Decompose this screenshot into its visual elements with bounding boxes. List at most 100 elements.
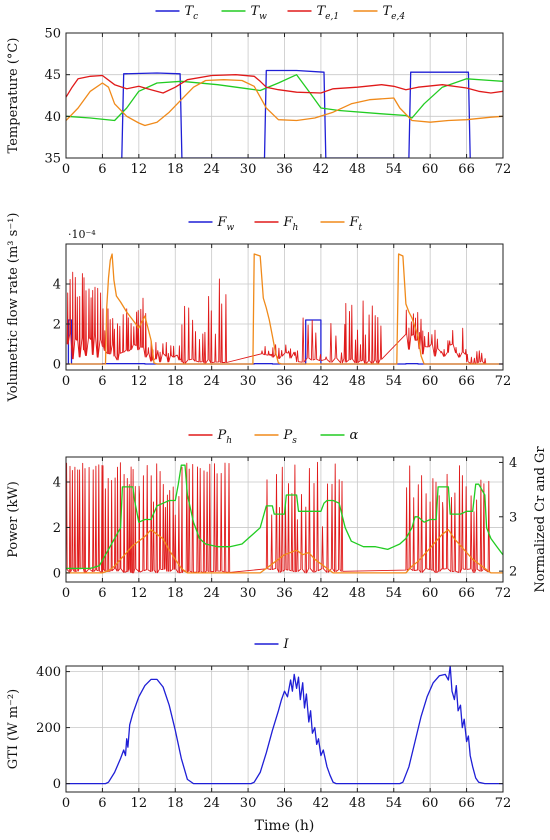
y-tick-label: 4	[53, 278, 61, 293]
x-tick-label: 12	[131, 374, 148, 389]
x-tick-label: 6	[98, 796, 106, 811]
x-tick-label: 54	[385, 586, 402, 601]
x-tick-label: 66	[458, 162, 475, 177]
y-tick-label: 2	[53, 521, 61, 536]
y-axis-label: Temperature (°C)	[6, 38, 21, 154]
chart-panel-1: 0 6 12 18 24 30 36 42 48 54 60 66 72 35 40 45 50 Temperat…	[6, 4, 511, 177]
gridlines	[65, 666, 504, 792]
x-tick-label: 30	[240, 374, 257, 389]
series-line-2	[66, 74, 503, 122]
series-group	[66, 253, 503, 365]
x-tick-label: 24	[203, 374, 220, 389]
y-axis-label: Power (kW)	[6, 481, 21, 558]
legend-label: Te,4	[383, 4, 406, 22]
legend-label: Fh	[283, 215, 299, 233]
x-tick-label: 12	[131, 162, 148, 177]
y-tick-label: 45	[44, 68, 61, 83]
y-exponent-label: ·10⁻⁴	[68, 228, 96, 241]
y-axis-label: Volumetric flow rate (m³ s⁻¹)	[6, 213, 21, 403]
x-tick-label: 48	[349, 586, 366, 601]
legend-label: α	[350, 428, 359, 443]
series-line-2	[66, 529, 503, 574]
legend-label: Fw	[217, 215, 235, 233]
x-tick-label: 54	[385, 796, 402, 811]
y-tick-label: 2	[53, 318, 61, 333]
y-tick-label: 50	[44, 27, 61, 42]
x-tick-label: 66	[458, 796, 475, 811]
x-tick-label: 24	[203, 586, 220, 601]
series-group	[66, 666, 503, 785]
y-axis-label: GTI (W m⁻²)	[6, 689, 21, 769]
y-tick-label: 400	[36, 665, 61, 680]
x-tick-label: 18	[167, 586, 184, 601]
x-tick-label: 12	[131, 586, 148, 601]
x-tick-label: 60	[422, 586, 439, 601]
x-tick-label: 6	[98, 374, 106, 389]
x-tick-label: 72	[495, 374, 512, 389]
x-tick-label: 66	[458, 586, 475, 601]
x-tick-label: 42	[313, 374, 330, 389]
y2-tick-label: 4	[509, 456, 517, 471]
y-tick-label: 0	[53, 566, 61, 581]
legend: I	[254, 637, 290, 652]
x-tick-label: 48	[349, 162, 366, 177]
x-tick-label: 60	[422, 162, 439, 177]
x-tick-label: 36	[276, 586, 293, 601]
series-line-1	[66, 461, 490, 574]
y-tick-label: 35	[44, 152, 61, 167]
x-tick-label: 48	[349, 796, 366, 811]
x-tick-label: 72	[495, 796, 512, 811]
legend: Tc Tw Te,1 Te,4	[155, 4, 406, 22]
series-group	[66, 69, 503, 158]
x-tick-label: 18	[167, 374, 184, 389]
legend-label: Ft	[349, 215, 363, 233]
x-tick-label: 24	[203, 796, 220, 811]
chart-panel-4: 0 6 12 18 24 30 36 42 48 54 60 66 72 0 200 400 GTI (W m⁻…	[6, 637, 511, 834]
x-tick-label: 60	[422, 374, 439, 389]
y2-tick-label: 2	[509, 565, 517, 580]
chart-panel-2: 0 6 12 18 24 30 36 42 48 54 60 66 72024·10⁻⁴Volumetr…	[6, 213, 511, 403]
y-tick-label: 40	[44, 110, 61, 125]
x-tick-label: 72	[495, 586, 512, 601]
x-tick-label: 6	[98, 586, 106, 601]
x-tick-label: 18	[167, 796, 184, 811]
x-tick-label: 0	[62, 586, 70, 601]
gridlines	[65, 244, 504, 370]
y2-tick-label: 3	[509, 510, 517, 525]
series-line-3	[66, 253, 503, 365]
series-line-3	[66, 74, 503, 98]
x-tick-label: 30	[240, 586, 257, 601]
x-axis-label: Time (h)	[255, 818, 315, 834]
x-tick-label: 42	[313, 586, 330, 601]
series-line-1	[66, 666, 503, 785]
x-tick-label: 0	[62, 374, 70, 389]
x-tick-label: 36	[276, 796, 293, 811]
x-tick-label: 0	[62, 162, 70, 177]
y2-axis-label: Normalized Cr and Gr	[533, 446, 548, 593]
legend-label: I	[283, 637, 290, 652]
legend-label: Tc	[185, 4, 199, 22]
x-tick-label: 36	[276, 162, 293, 177]
legend: Ph Ps α	[188, 428, 359, 446]
y-tick-label: 0	[53, 358, 61, 373]
x-tick-label: 18	[167, 162, 184, 177]
series-line-1	[121, 69, 471, 158]
y-tick-label: 200	[36, 721, 61, 736]
series-line-4	[66, 79, 503, 127]
gridlines	[65, 32, 504, 159]
x-tick-label: 0	[62, 796, 70, 811]
x-tick-label: 72	[495, 162, 512, 177]
legend-label: Ps	[283, 428, 298, 446]
x-tick-label: 36	[276, 374, 293, 389]
x-tick-label: 30	[240, 162, 257, 177]
x-tick-label: 12	[131, 796, 148, 811]
x-tick-label: 54	[385, 374, 402, 389]
x-tick-label: 66	[458, 374, 475, 389]
x-tick-label: 24	[203, 162, 220, 177]
series-group	[66, 461, 503, 574]
x-tick-label: 54	[385, 162, 402, 177]
x-tick-label: 48	[349, 374, 366, 389]
x-tick-label: 6	[98, 162, 106, 177]
x-tick-label: 42	[313, 162, 330, 177]
